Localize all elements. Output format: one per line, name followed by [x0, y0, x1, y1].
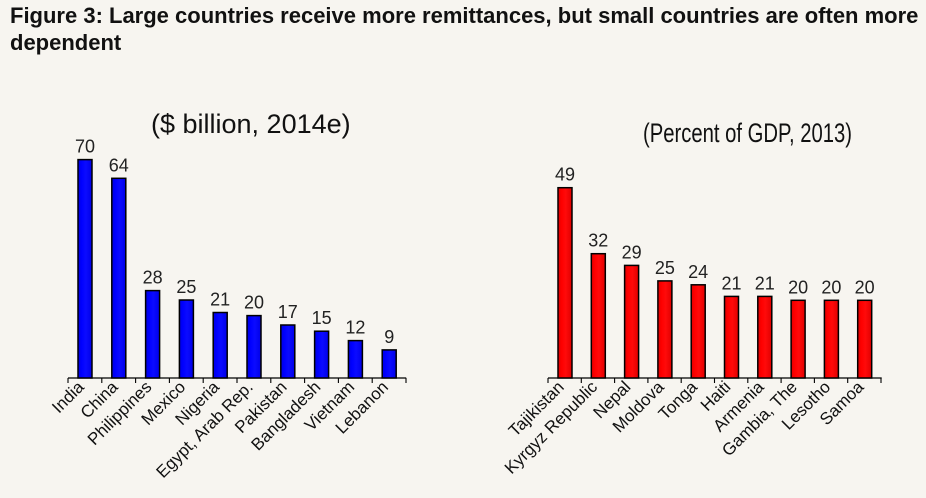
svg-text:28: 28 — [143, 268, 163, 288]
svg-text:17: 17 — [278, 302, 298, 322]
svg-text:49: 49 — [555, 165, 575, 185]
svg-text:21: 21 — [210, 290, 230, 310]
svg-text:20: 20 — [788, 277, 808, 297]
svg-text:64: 64 — [109, 155, 129, 175]
svg-text:29: 29 — [622, 242, 642, 262]
svg-text:15: 15 — [312, 308, 332, 328]
svg-text:70: 70 — [75, 137, 95, 157]
svg-text:21: 21 — [721, 273, 741, 293]
svg-text:32: 32 — [588, 231, 608, 251]
svg-text:Tonga: Tonga — [655, 377, 702, 424]
svg-text:9: 9 — [384, 327, 394, 347]
svg-text:12: 12 — [345, 318, 365, 338]
svg-text:24: 24 — [688, 262, 708, 282]
svg-text:25: 25 — [655, 258, 675, 278]
svg-text:25: 25 — [176, 277, 196, 297]
svg-text:21: 21 — [755, 273, 775, 293]
svg-text:20: 20 — [244, 293, 264, 313]
svg-text:20: 20 — [855, 277, 875, 297]
svg-text:20: 20 — [821, 277, 841, 297]
